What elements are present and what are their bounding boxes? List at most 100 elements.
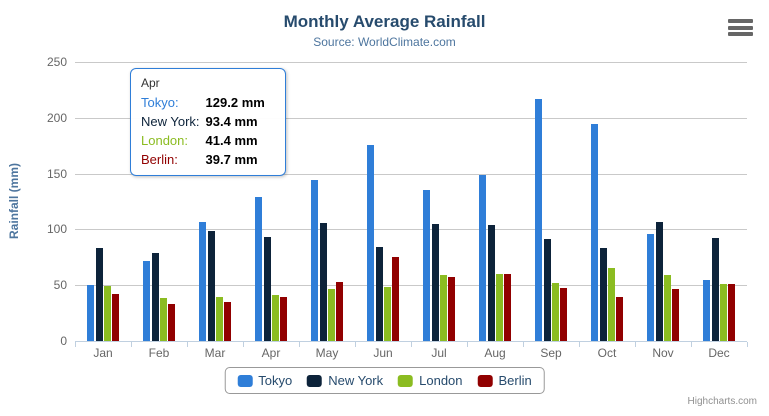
bar-london-dec[interactable] — [720, 284, 727, 341]
tooltip-series-label: Berlin: — [141, 152, 178, 167]
highcharts-credit[interactable]: Highcharts.com — [687, 396, 757, 407]
bar-berlin-feb[interactable] — [168, 304, 175, 341]
bar-tokyo-oct[interactable] — [591, 124, 598, 341]
gridline — [75, 229, 747, 231]
bar-berlin-jul[interactable] — [448, 277, 455, 341]
legend-marker-tokyo — [237, 374, 253, 387]
tooltip-series-value: 93.4 mm — [205, 114, 258, 129]
x-axis-tick — [523, 342, 524, 347]
bar-new-york-feb[interactable] — [152, 253, 159, 341]
legend-marker-london — [398, 374, 414, 387]
x-axis-tick-label: Jan — [93, 346, 113, 360]
y-axis-tick-label: 150 — [46, 166, 67, 181]
legend: Tokyo New York London Berlin — [224, 367, 545, 394]
bar-tokyo-mar[interactable] — [199, 222, 206, 341]
gridline — [75, 173, 747, 175]
bar-tokyo-sep[interactable] — [535, 99, 542, 341]
gridline — [75, 117, 747, 119]
bar-tokyo-nov[interactable] — [647, 234, 654, 341]
bar-london-jun[interactable] — [384, 287, 391, 341]
legend-item-tokyo[interactable]: Tokyo — [237, 373, 292, 388]
y-axis-tick-label: 0 — [60, 334, 67, 348]
x-axis-tick — [691, 342, 692, 347]
bar-london-sep[interactable] — [552, 283, 559, 341]
export-menu-button[interactable] — [728, 19, 753, 36]
bar-berlin-sep[interactable] — [560, 288, 567, 341]
legend-marker-berlin — [477, 374, 493, 387]
x-axis-tick-label: May — [315, 346, 339, 360]
legend-item-london[interactable]: London — [398, 373, 463, 388]
legend-label: Tokyo — [258, 373, 293, 388]
x-axis-tick — [187, 342, 188, 347]
bar-tokyo-dec[interactable] — [703, 280, 710, 341]
hamburger-icon — [728, 25, 753, 30]
legend-item-new-york[interactable]: New York — [307, 373, 383, 388]
bar-new-york-apr[interactable] — [264, 237, 271, 341]
bar-berlin-apr[interactable] — [280, 297, 287, 341]
x-axis-tick-label: Jul — [431, 346, 447, 360]
bar-tokyo-jan[interactable] — [87, 285, 94, 341]
bar-berlin-nov[interactable] — [672, 289, 679, 341]
bar-tokyo-feb[interactable] — [143, 261, 150, 341]
x-axis-tick-label: Mar — [204, 346, 226, 360]
bar-new-york-jan[interactable] — [96, 248, 103, 341]
x-axis-tick — [131, 342, 132, 347]
bar-berlin-dec[interactable] — [728, 284, 735, 341]
bar-berlin-aug[interactable] — [504, 274, 511, 341]
bar-new-york-jun[interactable] — [376, 247, 383, 341]
tooltip-series-value: 129.2 mm — [205, 95, 265, 110]
bar-london-apr[interactable] — [272, 295, 279, 341]
y-axis-title: Rainfall (mm) — [7, 163, 21, 240]
x-axis-tick — [75, 342, 76, 347]
bar-london-mar[interactable] — [216, 297, 223, 341]
bar-berlin-may[interactable] — [336, 282, 343, 341]
bar-new-york-jul[interactable] — [432, 224, 439, 341]
x-axis-tick-label: Feb — [148, 346, 170, 360]
x-axis-tick-label: Apr — [261, 346, 281, 360]
tooltip-series-label: New York: — [141, 114, 200, 129]
bar-new-york-aug[interactable] — [488, 225, 495, 341]
legend-label: New York — [328, 373, 384, 388]
bar-new-york-may[interactable] — [320, 223, 327, 341]
bar-london-may[interactable] — [328, 289, 335, 341]
bar-tokyo-jul[interactable] — [423, 190, 430, 341]
x-axis-tick-label: Jun — [373, 346, 393, 360]
bar-london-jan[interactable] — [104, 286, 111, 341]
x-axis-tick — [635, 342, 636, 347]
bar-london-jul[interactable] — [440, 275, 447, 341]
tooltip-header: Apr — [141, 76, 160, 90]
bar-new-york-nov[interactable] — [656, 222, 663, 341]
x-axis-tick — [579, 342, 580, 347]
legend-marker-new-york — [307, 374, 323, 387]
bar-new-york-oct[interactable] — [600, 248, 607, 341]
x-axis-tick — [747, 342, 748, 347]
bar-london-feb[interactable] — [160, 298, 167, 341]
legend-item-berlin[interactable]: Berlin — [477, 373, 532, 388]
x-axis-tick — [467, 342, 468, 347]
bar-new-york-sep[interactable] — [544, 239, 551, 341]
bar-tokyo-aug[interactable] — [479, 175, 486, 341]
bar-berlin-mar[interactable] — [224, 302, 231, 341]
bar-tokyo-jun[interactable] — [367, 145, 374, 341]
bar-london-nov[interactable] — [664, 275, 671, 341]
tooltip-series-value: 39.7 mm — [205, 152, 258, 167]
bar-berlin-jun[interactable] — [392, 257, 399, 341]
bar-tokyo-apr[interactable] — [255, 197, 262, 341]
y-axis-tick-label: 50 — [53, 278, 67, 293]
bar-berlin-oct[interactable] — [616, 297, 623, 341]
bar-london-aug[interactable] — [496, 274, 503, 341]
bar-new-york-dec[interactable] — [712, 238, 719, 341]
x-axis-tick — [299, 342, 300, 347]
tooltip-series-label: Tokyo: — [141, 95, 179, 110]
bar-new-york-mar[interactable] — [208, 231, 215, 341]
x-axis-tick — [355, 342, 356, 347]
y-axis-tick-label: 200 — [46, 110, 67, 125]
bar-berlin-jan[interactable] — [112, 294, 119, 341]
tooltip: Apr Tokyo: 129.2 mm New York: 93.4 mm London… — [130, 68, 286, 176]
bar-london-oct[interactable] — [608, 268, 615, 341]
x-axis-tick — [411, 342, 412, 347]
x-axis-tick-label: Dec — [708, 346, 730, 360]
bar-tokyo-may[interactable] — [311, 180, 318, 341]
y-axis-tick-label: 250 — [46, 55, 67, 69]
x-axis-line — [75, 341, 747, 342]
